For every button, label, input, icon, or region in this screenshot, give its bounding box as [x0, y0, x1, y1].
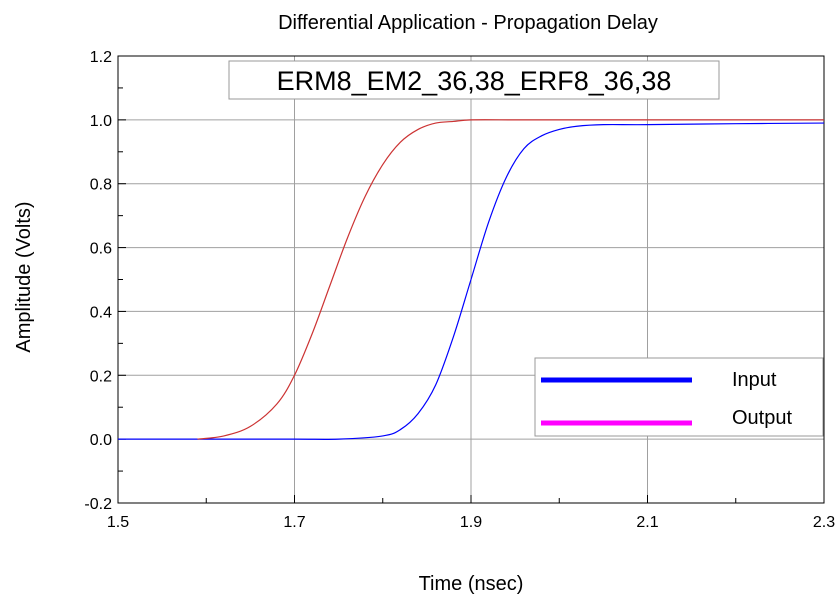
annotation-label: ERM8_EM2_36,38_ERF8_36,38: [277, 66, 672, 96]
x-tick-label: 1.5: [107, 514, 129, 531]
series-line-1: [197, 119, 824, 440]
y-axis-label: Amplitude (Volts): [13, 201, 35, 352]
x-tick-label: 2.1: [636, 514, 658, 531]
annotation-frame: [228, 60, 720, 100]
x-tick-label: 1.7: [283, 514, 305, 531]
axis-ticks: 1.5 1.7 1.9 2.1 2.3 -0.2 0.0 0.2 0.4 0.6 0.8 1.0 1.2: [84, 49, 835, 531]
annotation-box: ERM8_EM2_36,38_ERF8_36,38: [228, 60, 720, 100]
series-lines: [117, 119, 825, 440]
y-tick-label: 0.2: [90, 368, 112, 385]
y-tick-label: 1.0: [90, 113, 112, 130]
y-tick-label: 1.2: [90, 49, 112, 66]
series-line-0: [117, 122, 825, 440]
x-tick-label: 2.3: [813, 514, 835, 531]
chart-title: Differential Application - Propagation D…: [278, 12, 658, 34]
y-tick-label: 0.4: [90, 304, 112, 321]
legend-label-output: Output: [732, 407, 792, 429]
y-tick-label: 0.8: [90, 177, 112, 194]
legend: Input Output: [534, 357, 824, 437]
y-tick-label: 0.6: [90, 241, 112, 258]
x-tick-label: 1.9: [460, 514, 482, 531]
x-axis-label: Time (nsec): [419, 573, 524, 595]
y-tick-label: 0.0: [90, 432, 112, 449]
legend-label-input: Input: [732, 369, 777, 391]
y-tick-label: -0.2: [84, 496, 112, 513]
